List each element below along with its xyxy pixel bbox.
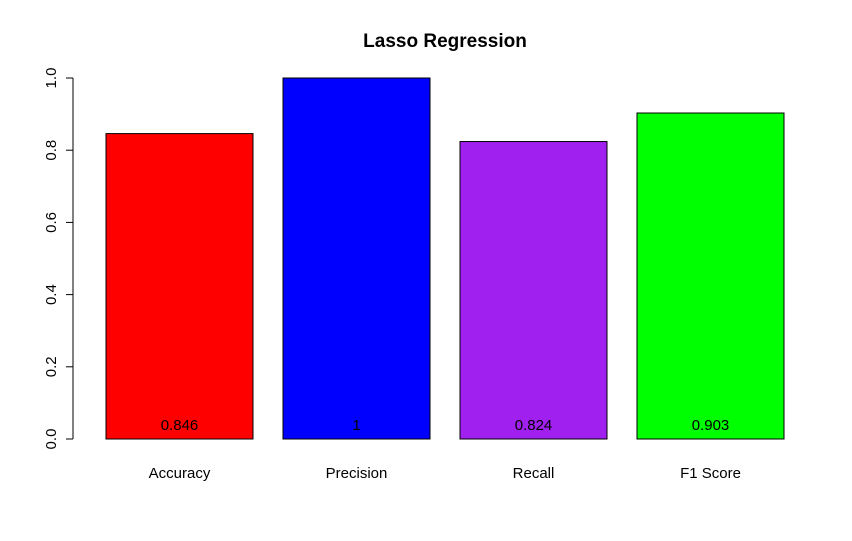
- data-label: 1: [352, 417, 360, 434]
- y-tick-label: 0.6: [43, 212, 60, 233]
- category-label: F1 Score: [680, 465, 741, 482]
- y-tick-label: 0.0: [43, 429, 60, 450]
- data-label: 0.903: [692, 417, 730, 434]
- bar-accuracy: [105, 133, 254, 440]
- data-label: 0.824: [515, 417, 553, 434]
- y-tick-label: 0.2: [43, 356, 60, 377]
- bar-precision: [282, 77, 431, 440]
- y-axis: 0.0 0.2 0.4 0.6 0.8 1.0: [43, 68, 74, 450]
- bars-group: 0.846 1 0.824 0.903: [105, 77, 785, 440]
- category-label: Precision: [326, 465, 388, 482]
- y-tick-label: 0.4: [43, 284, 60, 305]
- category-label: Accuracy: [149, 465, 211, 482]
- bar-f1-score: [636, 112, 785, 440]
- bar-recall: [459, 141, 608, 440]
- chart-title: Lasso Regression: [363, 31, 527, 52]
- y-tick-label: 1.0: [43, 68, 60, 89]
- y-tick-label: 0.8: [43, 140, 60, 161]
- category-label: Recall: [513, 465, 555, 482]
- data-label: 0.846: [161, 417, 199, 434]
- category-labels: Accuracy Precision Recall F1 Score: [149, 465, 741, 482]
